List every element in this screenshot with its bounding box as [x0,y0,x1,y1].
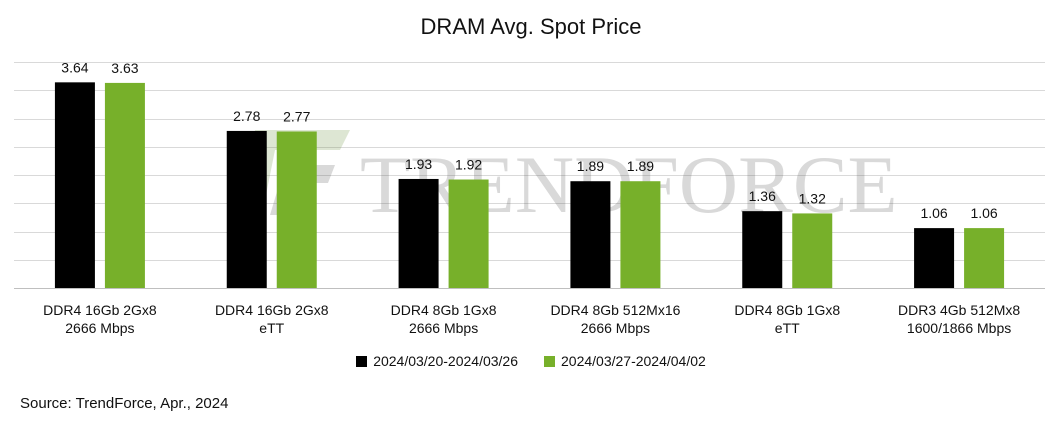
data-label: 1.92 [455,157,482,173]
x-tick-label: eTT [775,320,800,336]
x-tick-label: DDR3 4Gb 512Mx8 [898,302,1020,318]
legend-swatch-series-2 [544,355,555,367]
data-label: 2.77 [283,108,310,124]
data-label: 1.89 [627,158,654,174]
legend-swatch-series-1 [356,355,368,367]
x-tick-label: 2666 Mbps [581,320,650,336]
data-label: 1.06 [970,205,997,221]
bar-series-2-cat-1 [104,82,145,288]
bar-series-1-cat-6 [914,228,955,288]
data-label: 2.78 [233,108,260,124]
bar-series-1-cat-2 [226,130,267,288]
legend-item-series-1: 2024/03/20-2024/03/26 [356,353,518,369]
data-label: 1.93 [405,156,432,172]
x-tick-label: DDR4 16Gb 2Gx8 [215,302,329,318]
data-label: 3.63 [111,60,138,76]
legend-label-series-1: 2024/03/20-2024/03/26 [373,353,518,369]
x-tick-label: DDR4 8Gb 1Gx8 [391,302,497,318]
bar-series-2-cat-3 [448,179,489,288]
bar-series-2-cat-5 [792,213,833,288]
bar-series-2-cat-4 [620,181,661,288]
source-note: Source: TrendForce, Apr., 2024 [20,395,229,412]
bar-series-1-cat-4 [570,181,611,288]
x-tick-label: eTT [259,320,284,336]
bar-series-1-cat-3 [398,178,439,288]
bar-series-2-cat-6 [964,228,1005,288]
x-tick-label: DDR4 16Gb 2Gx8 [43,302,157,318]
bar-series-1-cat-1 [54,82,95,288]
bar-series-2-cat-2 [276,131,317,288]
x-tick-label: DDR4 8Gb 512Mx16 [550,302,680,318]
data-label: 3.64 [61,59,88,75]
data-label: 1.06 [920,205,947,221]
data-label: 1.32 [799,190,826,206]
data-label: 1.89 [577,158,604,174]
bar-series-1-cat-5 [742,211,783,288]
chart-title: DRAM Avg. Spot Price [420,14,642,39]
data-label: 1.36 [749,188,776,204]
x-tick-label: 2666 Mbps [409,320,478,336]
x-tick-label: 2666 Mbps [65,320,134,336]
x-tick-label: 1600/1866 Mbps [907,320,1011,336]
legend-item-series-2: 2024/03/27-2024/04/02 [544,353,706,369]
x-tick-label: DDR4 8Gb 1Gx8 [734,302,840,318]
legend-label-series-2: 2024/03/27-2024/04/02 [561,353,706,369]
legend: 2024/03/20-2024/03/26 2024/03/27-2024/04… [0,353,1062,369]
